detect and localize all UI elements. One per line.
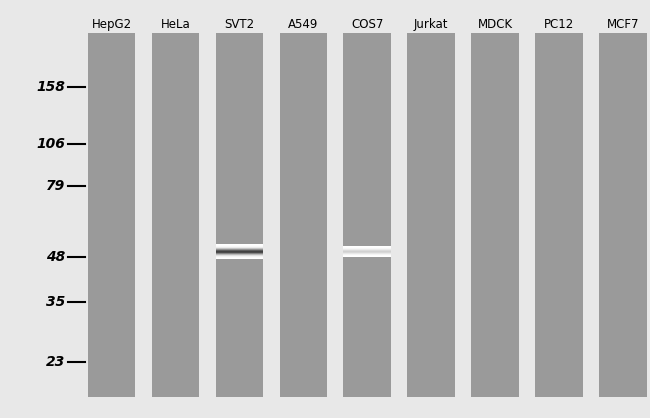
Text: A549: A549 (288, 18, 318, 31)
Text: 35: 35 (46, 295, 65, 309)
Bar (151, 33, 200, 397)
Text: HepG2: HepG2 (92, 18, 132, 31)
Text: 158: 158 (36, 80, 65, 94)
Bar (280, 33, 327, 397)
Text: 106: 106 (36, 137, 65, 151)
Text: Jurkat: Jurkat (414, 18, 448, 31)
Bar (599, 33, 647, 397)
Bar (535, 33, 583, 397)
Bar (216, 33, 263, 397)
Bar (343, 33, 391, 397)
Text: COS7: COS7 (351, 18, 383, 31)
Text: 48: 48 (46, 250, 65, 264)
Text: 79: 79 (46, 179, 65, 193)
Bar (88, 33, 135, 397)
Text: HeLa: HeLa (161, 18, 190, 31)
Bar (408, 33, 455, 397)
Text: PC12: PC12 (544, 18, 574, 31)
Text: 23: 23 (46, 355, 65, 369)
Bar (471, 33, 519, 397)
Text: MDCK: MDCK (478, 18, 513, 31)
Text: MCF7: MCF7 (606, 18, 639, 31)
Text: SVT2: SVT2 (224, 18, 255, 31)
